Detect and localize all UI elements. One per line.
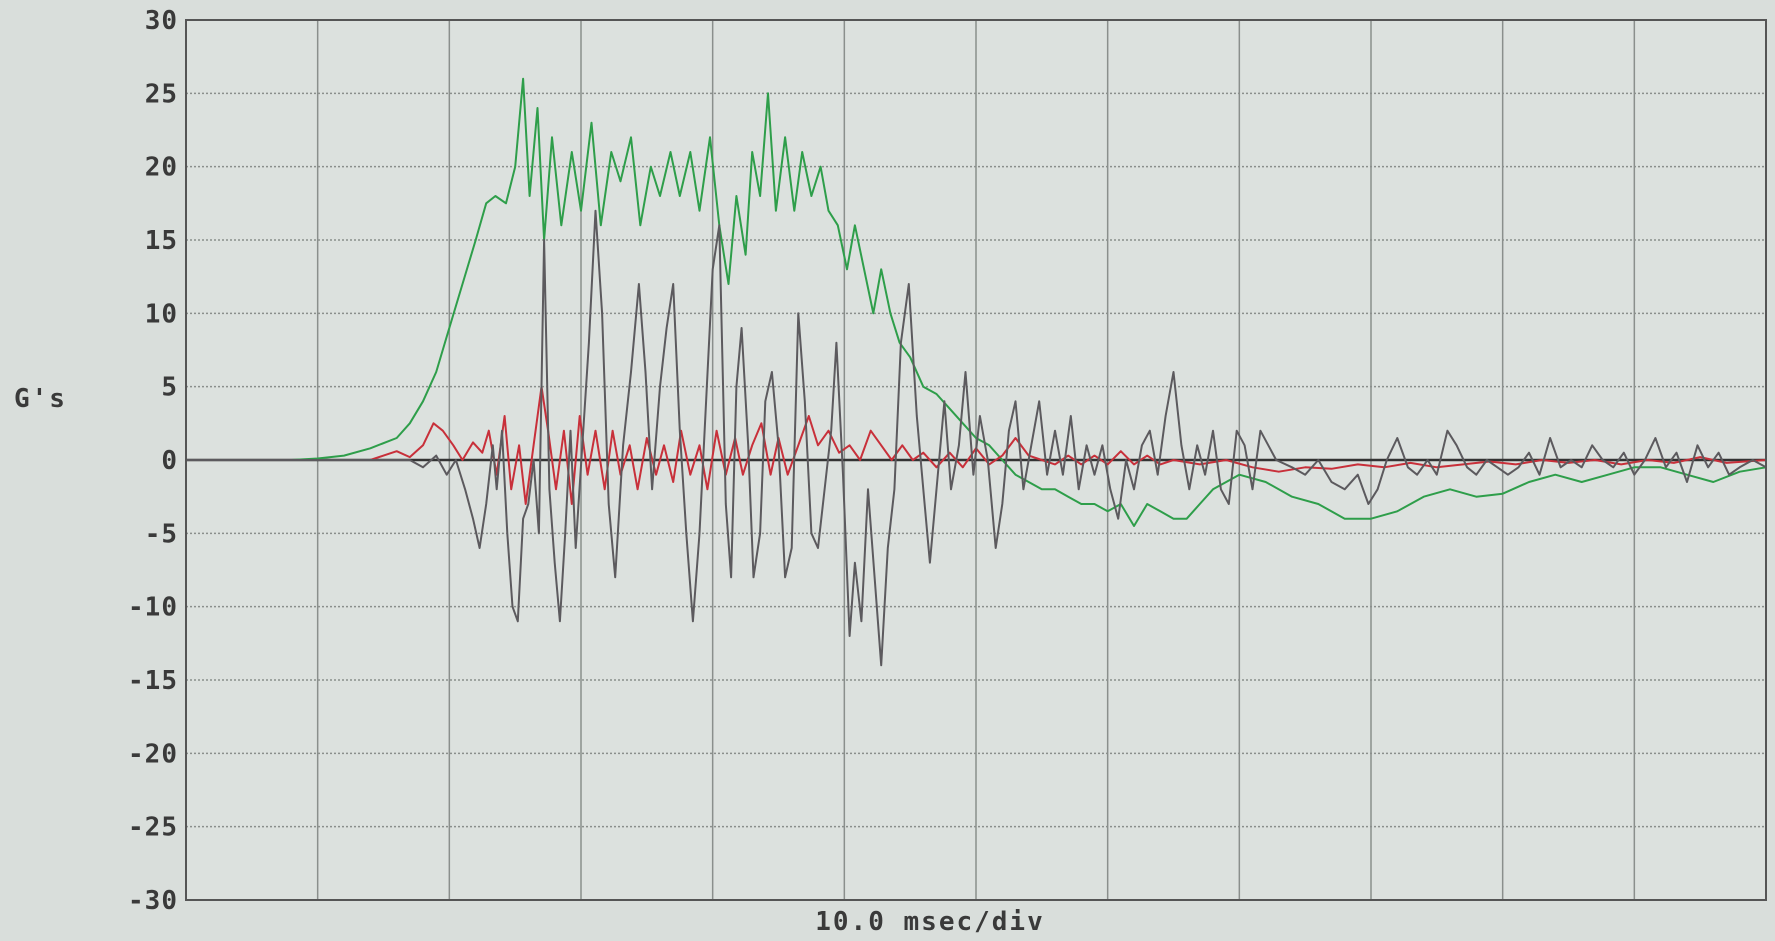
series-group [186,77,1767,667]
y-tick-labels: 30 25 20 15 10 5 0 -5 -10 -15 -20 -25 -30 [128,6,178,916]
y-tick-label: 0 [161,446,178,476]
y-tick-label: -5 [145,519,178,549]
y-tick-label: -30 [128,886,178,916]
y-tick-label: 5 [161,373,178,403]
y-tick-label: -25 [128,813,178,843]
series-line-1 [186,77,1767,527]
y-tick-label: 30 [145,6,178,36]
y-tick-label: -20 [128,739,178,769]
y-axis-label: G's [14,384,67,414]
series-line-2 [186,385,1767,505]
series-line-3 [186,209,1767,667]
y-tick-label: -10 [128,593,178,623]
x-axis-label: 10.0 msec/div [815,907,1045,937]
y-tick-label: 20 [145,153,178,183]
y-tick-label: -15 [128,666,178,696]
y-tick-label: 15 [145,226,178,256]
y-tick-label: 25 [145,79,178,109]
plot-frame [185,19,1767,901]
y-tick-label: 10 [145,299,178,329]
